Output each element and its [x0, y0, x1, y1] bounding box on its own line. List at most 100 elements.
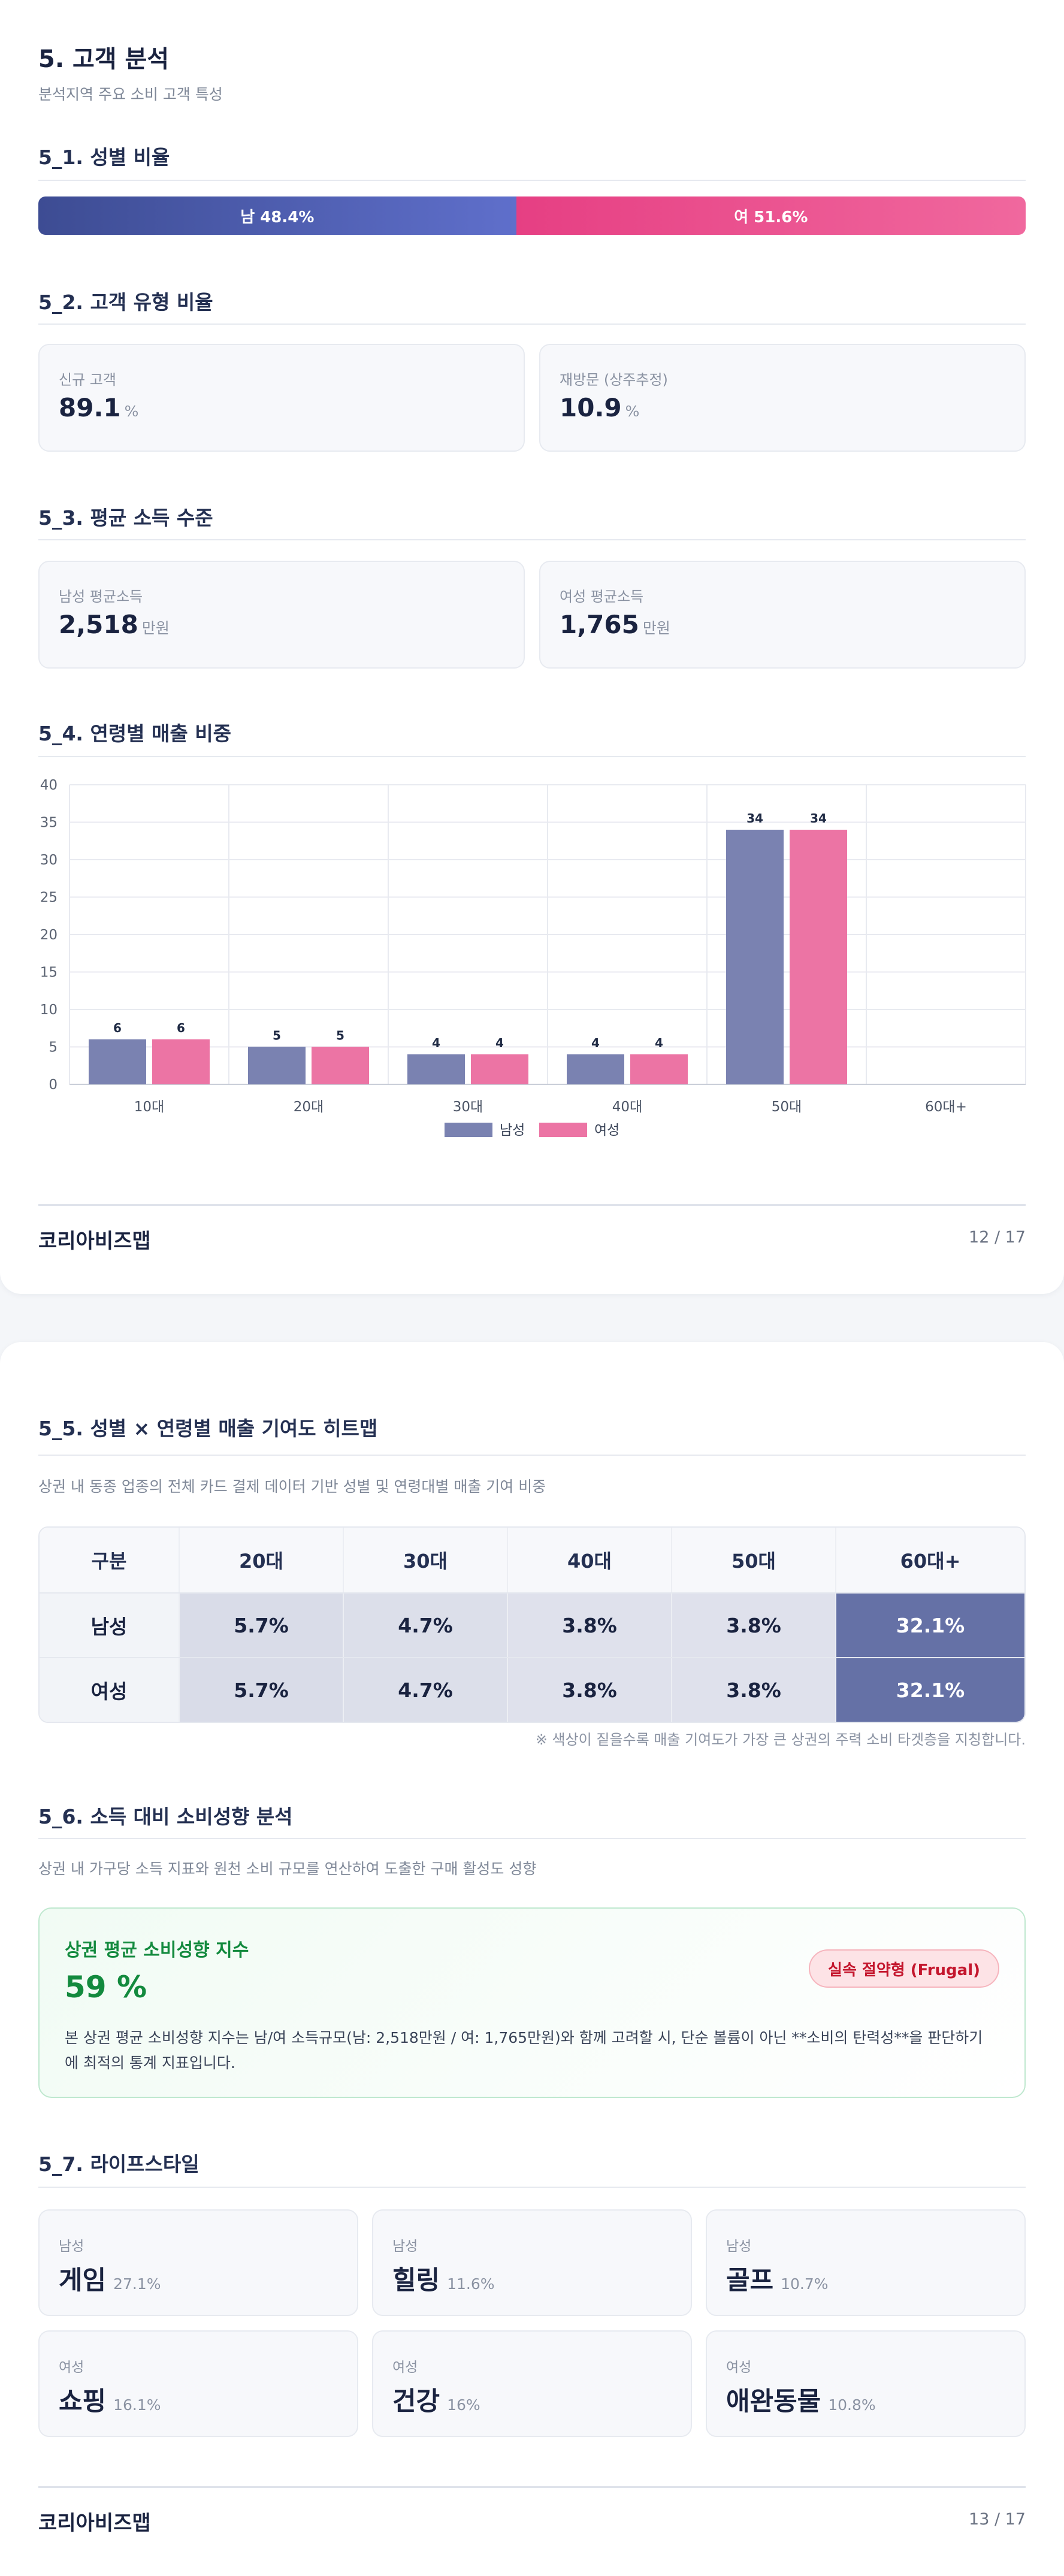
- y-tick-label: 15: [40, 965, 58, 981]
- divider: [38, 756, 1026, 757]
- returning-customer-card: 재방문 (상주추정) 10.9%: [539, 344, 1026, 452]
- section-title: 5. 고객 분석: [38, 46, 170, 73]
- bar-data-label: 4: [495, 1036, 504, 1050]
- divider: [38, 180, 1026, 181]
- bar-data-label: 4: [432, 1036, 440, 1050]
- lifestyle-name: 골프 10.7%: [726, 2266, 829, 2296]
- heatmap-column-header: 30대: [344, 1528, 508, 1592]
- lifestyle-gender: 여성: [59, 2360, 84, 2375]
- heatmap-heading: 5_5. 성별 × 연령별 매출 기여도 히트맵: [38, 1417, 378, 1440]
- lifestyle-card-female-pets: 여성 애완동물 10.8%: [706, 2330, 1026, 2437]
- heatmap-cell: 4.7%: [344, 1594, 508, 1657]
- lifestyle-card-female-shopping: 여성 쇼핑 16.1%: [38, 2330, 358, 2437]
- y-tick-label: 25: [40, 890, 58, 906]
- female-share-label: 여 51.6%: [734, 208, 808, 226]
- lifestyle-gender: 남성: [726, 2239, 752, 2254]
- lifestyle-gender: 여성: [726, 2360, 752, 2375]
- y-tick-label: 30: [40, 852, 58, 868]
- lifestyle-card-male-golf: 남성 골프 10.7%: [706, 2209, 1026, 2316]
- footer-divider: [38, 1204, 1026, 1206]
- lifestyle-card-male-healing: 남성 힐링 11.6%: [372, 2209, 692, 2316]
- female-share-segment: 여 51.6%: [516, 196, 1026, 235]
- lifestyle-name: 애완동물 10.8%: [726, 2387, 876, 2417]
- bar-female: [630, 1054, 688, 1084]
- y-tick-label: 35: [40, 815, 58, 831]
- male-income-card: 남성 평균소득 2,518 만원: [38, 561, 525, 669]
- heatmap-cell: 3.8%: [508, 1594, 672, 1657]
- divider: [38, 539, 1026, 540]
- lifestyle-name: 힐링 11.6%: [392, 2266, 495, 2296]
- divider: [38, 1455, 1026, 1456]
- consumption-type-badge: 실속 절약형 (Frugal): [809, 1949, 999, 1988]
- consumption-index-value: 59 %: [65, 1970, 147, 2004]
- y-tick-label: 10: [40, 1002, 58, 1018]
- male-share-label: 남 48.4%: [240, 208, 315, 226]
- bar-male: [407, 1054, 465, 1084]
- heatmap-row-female: 여성 5.7% 4.7% 3.8% 3.8% 32.1%: [40, 1657, 1024, 1722]
- bar-data-label: 5: [336, 1029, 344, 1043]
- bar-male: [248, 1047, 306, 1084]
- page-number: 12 / 17: [969, 1228, 1026, 1247]
- x-tick-label: 60대+: [925, 1099, 967, 1115]
- x-tick-label: 30대: [453, 1099, 483, 1115]
- bar-data-label: 34: [810, 811, 827, 826]
- page-number: 13 / 17: [969, 2510, 1026, 2529]
- new-customer-card: 신규 고객 89.1%: [38, 344, 525, 452]
- bar-female: [312, 1047, 369, 1084]
- x-tick-label: 50대: [772, 1099, 802, 1115]
- lifestyle-name: 쇼핑 16.1%: [59, 2387, 161, 2417]
- age-sales-heading: 5_4. 연령별 매출 비중: [38, 722, 231, 745]
- heatmap-row-label: 남성: [40, 1594, 180, 1657]
- consumption-index-card: 상권 평균 소비성향 지수 59 % 실속 절약형 (Frugal) 본 상권 …: [38, 1907, 1026, 2098]
- footer-brand: 코리아비즈맵: [38, 1229, 151, 1253]
- heatmap-column-header: 40대: [508, 1528, 672, 1592]
- customer-type-heading: 5_2. 고객 유형 비율: [38, 291, 213, 314]
- card-label: 신규 고객: [59, 371, 116, 388]
- heatmap-column-header: 50대: [672, 1528, 836, 1592]
- x-tick-label: 40대: [612, 1099, 642, 1115]
- heatmap-cell: 32.1%: [836, 1658, 1024, 1722]
- legend-swatch: [539, 1123, 587, 1137]
- divider: [38, 2187, 1026, 2188]
- divider: [38, 323, 1026, 325]
- consumption-description: 상권 내 가구당 소득 지표와 원천 소비 규모를 연산하여 도출한 구매 활성…: [38, 1860, 537, 1877]
- consumption-body-line-1: 본 상권 평균 소비성향 지수는 남/여 소득규모(남: 2,518만원 / 여…: [65, 2029, 983, 2046]
- card-label: 재방문 (상주추정): [560, 371, 668, 388]
- y-tick-label: 5: [49, 1040, 58, 1056]
- card-label: 남성 평균소득: [59, 588, 143, 605]
- lifestyle-heading: 5_7. 라이프스타일: [38, 2152, 200, 2176]
- lifestyle-card-male-game: 남성 게임 27.1%: [38, 2209, 358, 2316]
- gender-ratio-heading: 5_1. 성별 비율: [38, 146, 170, 169]
- heatmap-column-header: 20대: [180, 1528, 344, 1592]
- heatmap-column-header: 60대+: [836, 1528, 1024, 1592]
- heatmap-cell: 5.7%: [180, 1658, 344, 1722]
- income-heading: 5_3. 평균 소득 수준: [38, 506, 213, 530]
- lifestyle-gender: 남성: [59, 2239, 84, 2254]
- card-value: 1,765 만원: [560, 610, 670, 639]
- footer-brand: 코리아비즈맵: [38, 2511, 151, 2535]
- female-income-card: 여성 평균소득 1,765 만원: [539, 561, 1026, 669]
- report-page-12: 5. 고객 분석 분석지역 주요 소비 고객 특성 5_1. 성별 비율 남 4…: [0, 0, 1064, 1294]
- section-subtitle: 분석지역 주요 소비 고객 특성: [38, 86, 223, 103]
- male-share-segment: 남 48.4%: [38, 196, 516, 235]
- card-value: 89.1%: [59, 393, 139, 422]
- lifestyle-name: 게임 27.1%: [59, 2266, 161, 2296]
- heatmap-row-label: 여성: [40, 1658, 180, 1722]
- y-tick-label: 0: [49, 1077, 58, 1093]
- heatmap-header-row: 구분 20대 30대 40대 50대 60대+: [40, 1528, 1024, 1592]
- divider: [38, 1838, 1026, 1839]
- heatmap-row-male: 남성 5.7% 4.7% 3.8% 3.8% 32.1%: [40, 1592, 1024, 1657]
- y-tick-label: 40: [40, 778, 58, 793]
- bar-male: [726, 830, 784, 1084]
- age-sales-chart: 0 5 10 15 20 25 30 35 40 6 6 10대 5 5 20대 4 4 30대 4 4 40대 34 34…: [40, 778, 1026, 1138]
- card-label: 여성 평균소득: [560, 588, 644, 605]
- heatmap-cell: 3.8%: [672, 1594, 836, 1657]
- card-value: 2,518 만원: [59, 610, 170, 639]
- x-tick-label: 20대: [294, 1099, 324, 1115]
- heatmap-cell: 4.7%: [344, 1658, 508, 1722]
- bar-female: [152, 1039, 210, 1084]
- heatmap-cell: 5.7%: [180, 1594, 344, 1657]
- bar-male: [567, 1054, 624, 1084]
- consumption-heading: 5_6. 소득 대비 소비성향 분석: [38, 1805, 293, 1828]
- lifestyle-card-female-health: 여성 건강 16%: [372, 2330, 692, 2437]
